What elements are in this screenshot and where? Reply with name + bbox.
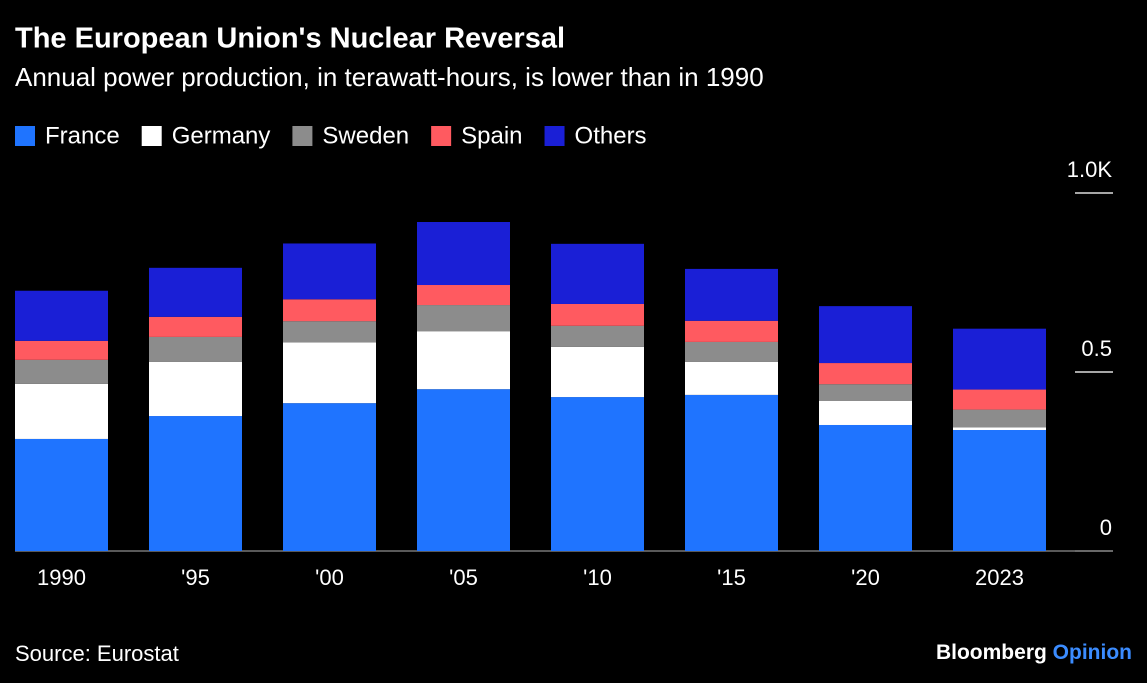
bar-segment (417, 331, 510, 390)
bar-segment (953, 328, 1046, 390)
bar-segment (15, 340, 108, 360)
bar-segment (149, 267, 242, 317)
bar-segment (551, 346, 644, 398)
bar-segment (953, 389, 1046, 410)
bar-segment (15, 383, 108, 439)
y-tick-label: 1.0K (1067, 157, 1113, 182)
source: Source: Eurostat (15, 641, 179, 666)
bar-segment (283, 321, 376, 343)
legend-swatch (544, 126, 565, 146)
bar-segment (15, 359, 108, 384)
bar-segment (685, 394, 778, 551)
legend-swatch (15, 126, 35, 146)
legend-swatch (141, 126, 162, 146)
bar-segment (149, 361, 242, 417)
bar-segment (283, 403, 376, 551)
bar-segment (149, 316, 242, 337)
bar-segment (685, 361, 778, 395)
bar-segment (685, 268, 778, 321)
bar-segment (149, 416, 242, 551)
bar-segment (551, 303, 644, 326)
brand: Bloomberg Opinion (936, 641, 1132, 664)
bar-segment (819, 384, 912, 401)
legend-swatch (431, 126, 452, 146)
bar-segment (417, 285, 510, 306)
bar-segment (953, 429, 1046, 551)
brand-suffix: Opinion (1053, 641, 1132, 664)
x-tick-label: 2023 (975, 565, 1024, 590)
x-tick-label: '20 (851, 565, 880, 590)
bar-segment (149, 336, 242, 362)
bar-segment (551, 243, 644, 304)
legend-swatch (292, 126, 313, 146)
brand-name: Bloomberg (936, 641, 1047, 664)
bar-segment (819, 306, 912, 364)
x-tick-label: '15 (717, 565, 746, 590)
bar-segment (819, 363, 912, 385)
bar-segment (953, 409, 1046, 428)
legend-label: France (45, 122, 120, 149)
bar-segment (819, 400, 912, 425)
bar-segment (417, 305, 510, 332)
legend-label: Others (575, 122, 647, 149)
bar-segment (685, 341, 778, 362)
bar-segment (15, 438, 108, 551)
bar-segment (283, 299, 376, 322)
bar-segment (417, 389, 510, 551)
chart-title: The European Union's Nuclear Reversal (15, 23, 565, 55)
x-tick-label: '95 (181, 565, 210, 590)
bar-segment (15, 290, 108, 341)
bar-segment (953, 427, 1046, 430)
legend-label: Sweden (322, 122, 409, 149)
y-tick-label: 0.5 (1081, 336, 1112, 361)
y-tick-label: 0 (1100, 515, 1112, 540)
bar-segment (551, 325, 644, 347)
bar-segment (283, 243, 376, 300)
bar-segment (551, 397, 644, 551)
legend-label: Spain (461, 122, 522, 149)
legend-label: Germany (172, 122, 271, 149)
bar-segment (283, 342, 376, 404)
chart-subtitle: Annual power production, in terawatt-hou… (15, 62, 764, 92)
bar-segment (417, 221, 510, 286)
x-tick-label: 1990 (37, 565, 86, 590)
x-tick-label: '05 (449, 565, 478, 590)
bar-segment (685, 320, 778, 342)
x-tick-label: '10 (583, 565, 612, 590)
x-tick-label: '00 (315, 565, 344, 590)
bar-segment (819, 424, 912, 551)
